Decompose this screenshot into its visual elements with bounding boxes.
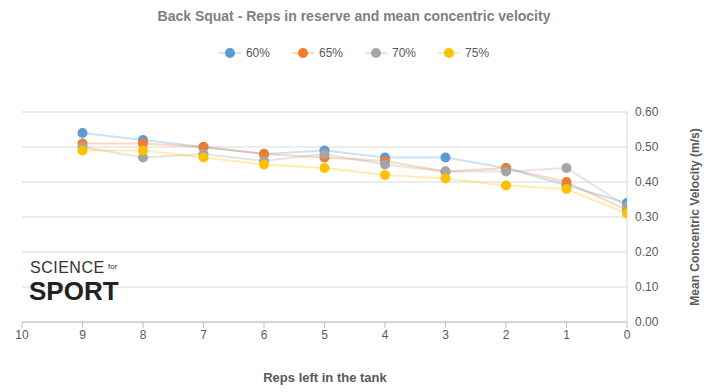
svg-text:0.20: 0.20	[635, 245, 659, 259]
svg-text:1: 1	[563, 328, 570, 342]
svg-text:10: 10	[15, 328, 29, 342]
svg-text:3: 3	[442, 328, 449, 342]
html-text:Reps left in the tank: Reps left in the tank	[263, 370, 387, 385]
svg-text:0.50: 0.50	[635, 140, 659, 154]
html-text:SCIENCE for: SCIENCE for	[30, 259, 118, 276]
svg-text:0: 0	[624, 328, 631, 342]
svg-text:9: 9	[79, 328, 86, 342]
svg-text:4: 4	[382, 328, 389, 342]
html-text:75%: 75%	[465, 46, 490, 60]
svg-text:0.30: 0.30	[635, 210, 659, 224]
svg-text:6: 6	[261, 328, 268, 342]
svg-text:2: 2	[503, 328, 510, 342]
html-text:SPORT: SPORT	[29, 276, 119, 306]
svg-text:0.40: 0.40	[635, 175, 659, 189]
svg-text:0.60: 0.60	[635, 105, 659, 119]
html-text:Back Squat - Reps in reserve a: Back Squat - Reps in reserve and mean co…	[157, 8, 551, 24]
svg-text:8: 8	[140, 328, 147, 342]
svg-text:5: 5	[321, 328, 328, 342]
html-text:Mean Concentric Velocity (m/s): Mean Concentric Velocity (m/s)	[688, 128, 702, 306]
svg-text:7: 7	[200, 328, 207, 342]
svg-text:0.10: 0.10	[635, 280, 659, 294]
html-text:60%: 60%	[245, 46, 270, 60]
html-text:70%: 70%	[392, 46, 416, 60]
html-text:65%: 65%	[319, 46, 343, 60]
svg-text:0.00: 0.00	[635, 315, 659, 329]
